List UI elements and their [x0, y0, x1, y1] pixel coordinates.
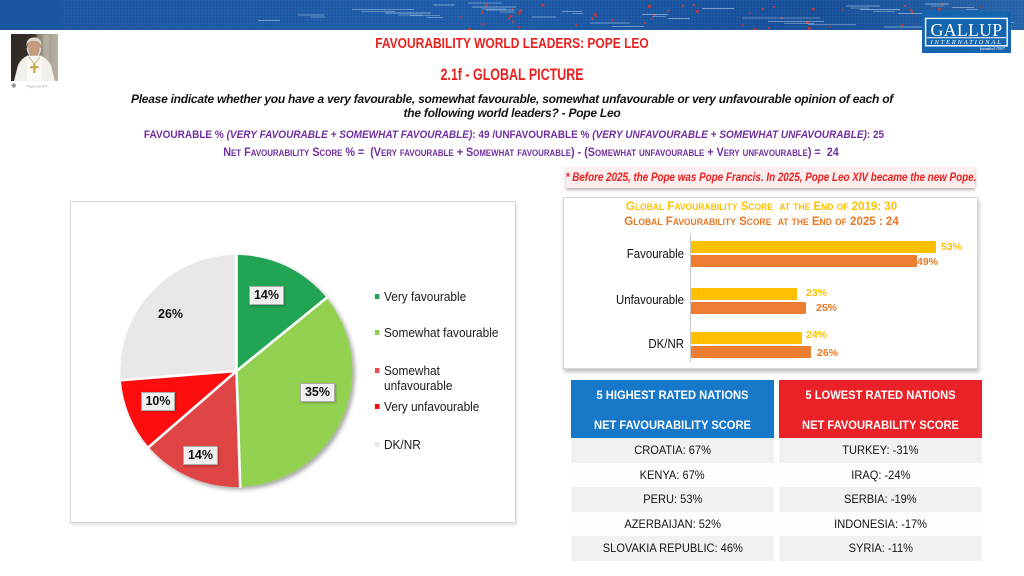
svg-text:INTERNATIONAL: INTERNATIONAL [930, 39, 1003, 46]
svg-text:founded 1947: founded 1947 [980, 46, 1006, 51]
svg-text:Pope Leo XIV: Pope Leo XIV [27, 84, 49, 88]
svg-text:GALLUP: GALLUP [931, 20, 1003, 40]
